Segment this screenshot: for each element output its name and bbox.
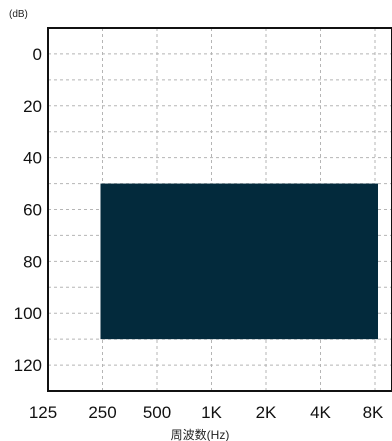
y-tick-label: 40 — [23, 149, 42, 168]
x-tick-label: 8K — [363, 403, 384, 422]
y-tick-label: 100 — [14, 304, 42, 323]
x-tick-labels: 125 250 500 1K 2K 4K 8K — [29, 403, 384, 422]
audible-region-layer — [100, 183, 378, 340]
y-tick-label: 120 — [14, 356, 42, 375]
y-tick-label: 20 — [23, 97, 42, 116]
x-tick-label: 1K — [201, 403, 222, 422]
x-tick-label: 250 — [88, 403, 116, 422]
plot-frame — [47, 27, 392, 392]
y-tick-labels: 0 20 40 60 80 100 120 — [14, 45, 42, 375]
x-tick-label: 4K — [310, 403, 331, 422]
x-tick-label: 500 — [143, 403, 171, 422]
y-tick-label: 60 — [23, 201, 42, 220]
y-tick-label: 80 — [23, 252, 42, 271]
x-tick-label: 2K — [256, 403, 277, 422]
y-tick-label: 0 — [33, 45, 42, 64]
x-tick-label: 125 — [29, 403, 57, 422]
audible-region — [100, 183, 378, 340]
y-axis-unit-label: (dB) — [9, 9, 28, 20]
x-axis-title: 周波数(Hz) — [171, 427, 230, 441]
